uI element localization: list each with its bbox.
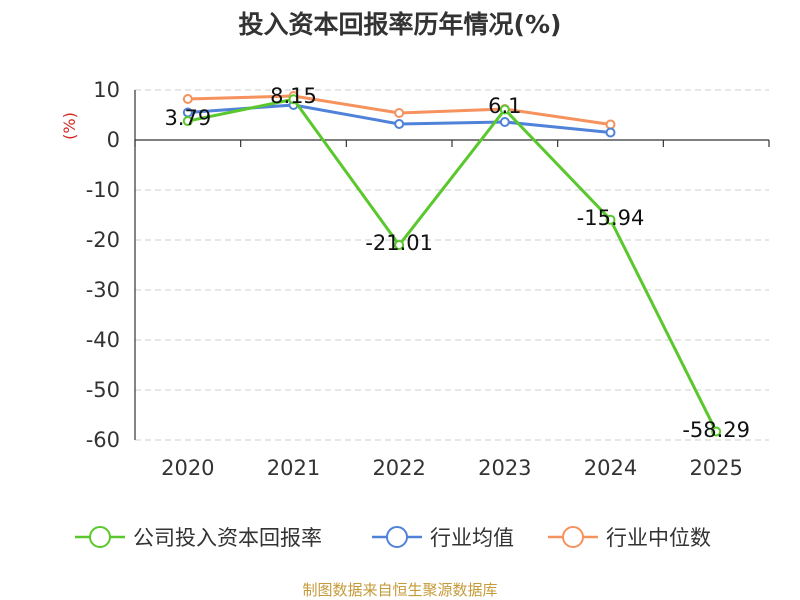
legend-item: 行业中位数 bbox=[548, 526, 711, 550]
data-point bbox=[182, 94, 193, 104]
x-tick-label: 2021 bbox=[267, 456, 320, 480]
series-0 bbox=[182, 94, 722, 437]
legend-item: 公司投入资本回报率 bbox=[75, 526, 322, 550]
series-1 bbox=[182, 100, 616, 138]
legend-marker bbox=[562, 526, 584, 548]
data-labels: 3.79 8.15 -21.01 6.1 -15.94 -58.29 bbox=[164, 84, 750, 442]
x-tick-label: 2024 bbox=[584, 456, 637, 480]
data-label: -15.94 bbox=[577, 206, 645, 230]
data-label: 6.1 bbox=[488, 94, 521, 118]
chart-title: 投入资本回报率历年情况(%) bbox=[239, 10, 562, 39]
y-tick-label: -40 bbox=[86, 328, 120, 352]
data-point bbox=[182, 116, 193, 127]
data-point bbox=[394, 240, 405, 251]
data-label: 3.79 bbox=[164, 106, 211, 130]
axes: 10 0 -10 -20 -30 -40 -50 -60 2020 2021 2022 2023 202… bbox=[86, 78, 770, 480]
data-label: -58.29 bbox=[682, 418, 750, 442]
data-point bbox=[394, 119, 405, 129]
gridlines bbox=[135, 89, 769, 441]
data-point bbox=[499, 104, 510, 115]
x-tick-label: 2025 bbox=[689, 456, 742, 480]
data-point bbox=[394, 108, 405, 118]
x-tick-label: 2022 bbox=[372, 456, 425, 480]
x-tick-label: 2020 bbox=[161, 456, 214, 480]
y-tick-label: 10 bbox=[93, 78, 120, 102]
y-tick-label: -50 bbox=[86, 378, 120, 402]
data-label: -21.01 bbox=[365, 231, 433, 255]
legend-label: 行业中位数 bbox=[606, 526, 711, 550]
y-tick-label: -20 bbox=[86, 228, 120, 252]
data-point bbox=[711, 426, 722, 437]
x-tick-label: 2023 bbox=[478, 456, 531, 480]
data-point bbox=[605, 119, 616, 130]
data-label: 8.15 bbox=[270, 84, 317, 108]
y-tick-label: -10 bbox=[86, 178, 120, 202]
y-axis-unit-label: (%) bbox=[60, 112, 79, 140]
data-source-note: 制图数据来自恒生聚源数据库 bbox=[302, 581, 497, 599]
y-tick-label: -30 bbox=[86, 278, 120, 302]
data-point bbox=[605, 214, 616, 225]
data-point bbox=[288, 94, 299, 105]
legend: 公司投入资本回报率 行业均值 行业中位数 bbox=[75, 526, 711, 550]
legend-item: 行业均值 bbox=[372, 526, 514, 550]
legend-label: 行业均值 bbox=[430, 526, 514, 550]
legend-label: 公司投入资本回报率 bbox=[133, 526, 322, 550]
data-point bbox=[605, 127, 616, 138]
series-line bbox=[187, 97, 718, 433]
legend-marker bbox=[386, 526, 408, 548]
y-tick-label: 0 bbox=[107, 128, 120, 152]
series-lines bbox=[182, 91, 722, 437]
data-point bbox=[499, 117, 510, 127]
legend-marker bbox=[89, 526, 111, 548]
y-tick-label: -60 bbox=[86, 428, 120, 452]
